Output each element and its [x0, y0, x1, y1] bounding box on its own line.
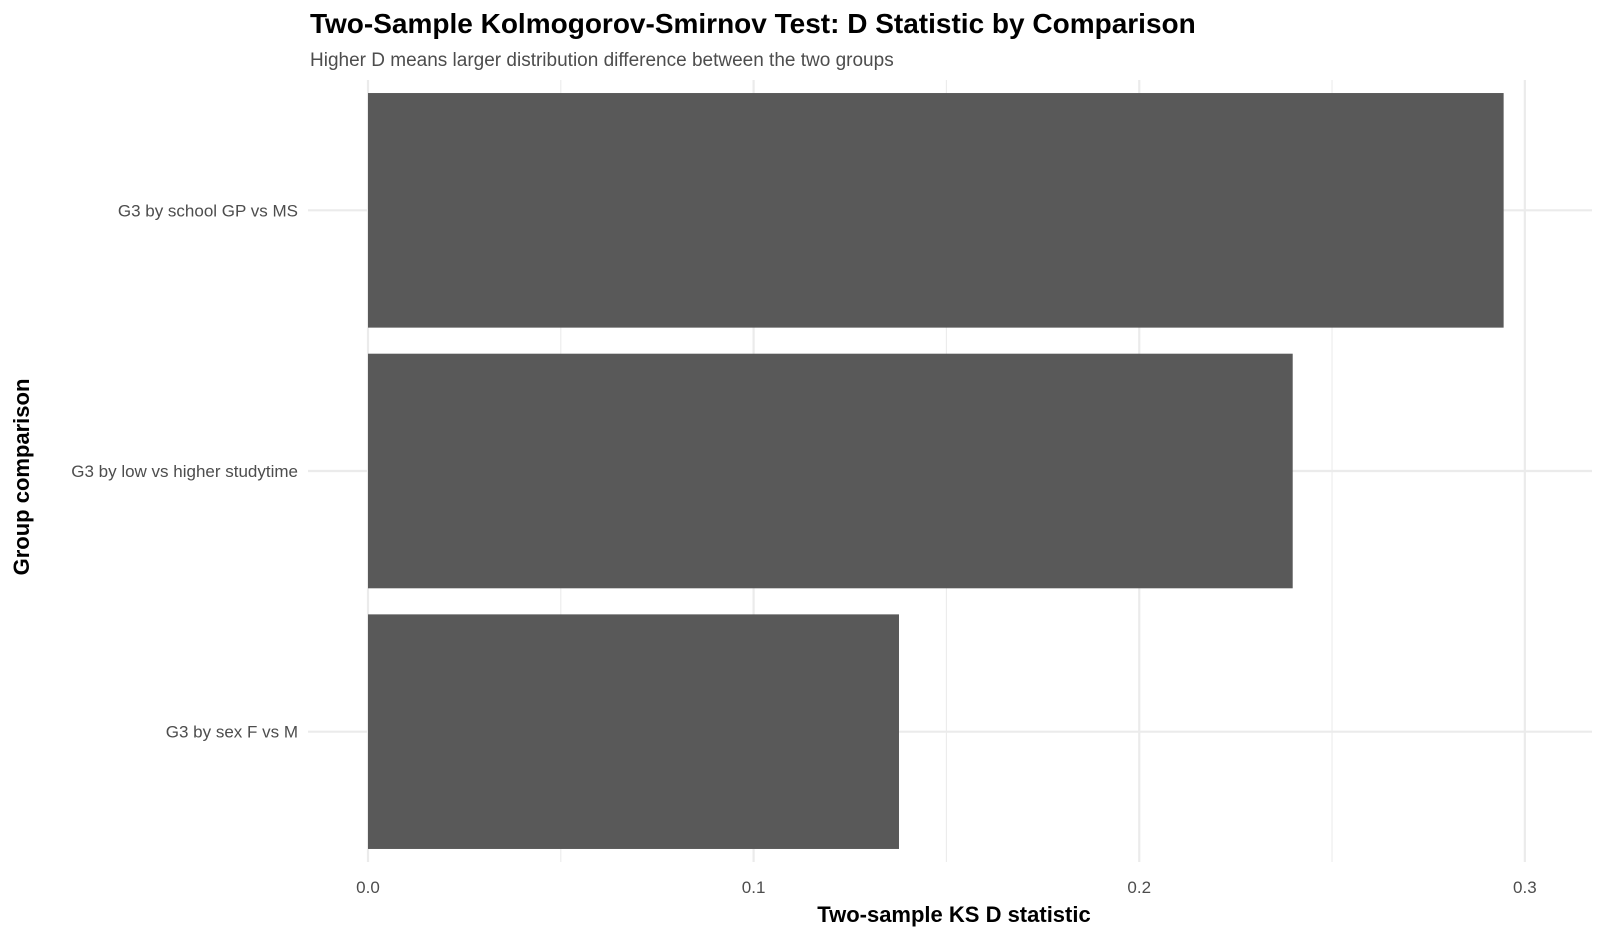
chart-title: Two-Sample Kolmogorov-Smirnov Test: D St…: [310, 8, 1196, 39]
y-tick-label: G3 by low vs higher studytime: [71, 462, 298, 481]
x-tick-label: 0.1: [742, 878, 766, 897]
x-axis-tick-labels: 0.0 0.1 0.2 0.3: [356, 878, 1536, 897]
bar: [368, 93, 1504, 328]
x-axis-title: Two-sample KS D statistic: [817, 902, 1090, 927]
y-tick-label: G3 by sex F vs M: [166, 723, 298, 742]
bar: [368, 353, 1293, 589]
bar-layer: [368, 93, 1504, 849]
y-axis-title: Group comparison: [9, 379, 34, 576]
chart-subtitle: Higher D means larger distribution diffe…: [310, 50, 894, 71]
x-tick-label: 0.3: [1513, 878, 1537, 897]
y-axis-tick-labels: G3 by school GP vs MS G3 by low vs higher…: [71, 201, 298, 741]
x-tick-label: 0.0: [356, 878, 380, 897]
bar: [368, 614, 899, 849]
y-tick-label: G3 by school GP vs MS: [118, 201, 298, 220]
x-tick-label: 0.2: [1127, 878, 1151, 897]
